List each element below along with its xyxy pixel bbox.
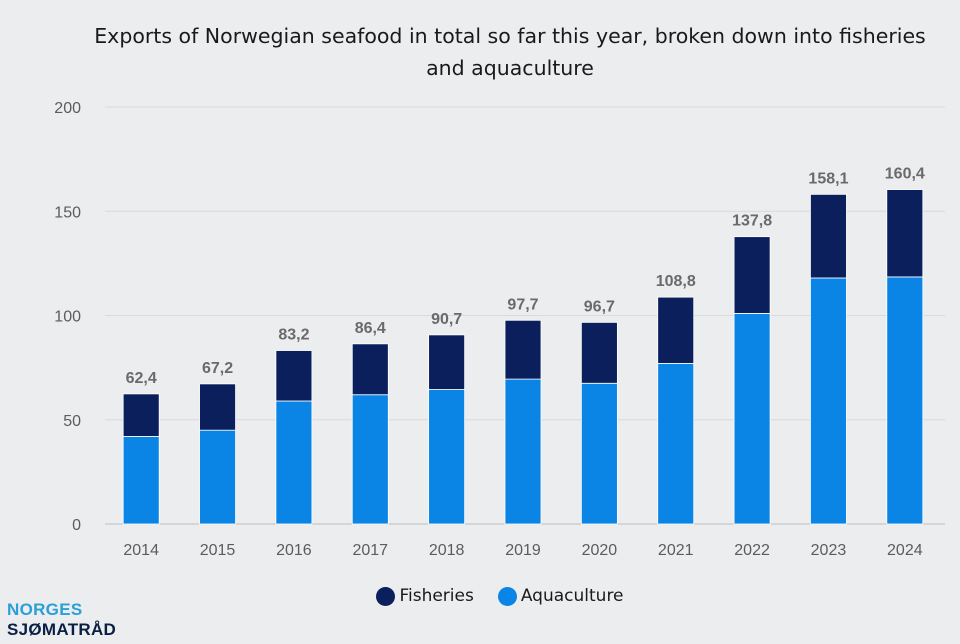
chart-title: Exports of Norwegian seafood in total so… xyxy=(94,24,926,80)
x-tick-label: 2023 xyxy=(811,542,847,559)
bar-aquaculture-2020[interactable] xyxy=(580,382,618,525)
bar-aquaculture-2019[interactable] xyxy=(504,378,542,525)
norges-sjomatrad-logo: NORGES SJØMATRÅD xyxy=(7,600,116,640)
total-label-2023: 158,1 xyxy=(808,170,848,187)
legend-swatch-aquaculture xyxy=(497,586,517,606)
bar-aquaculture-2023[interactable] xyxy=(810,277,847,525)
legend-label-fisheries: Fisheries xyxy=(399,586,474,606)
bar-aquaculture-2015[interactable] xyxy=(199,429,236,525)
total-label-2021: 108,8 xyxy=(656,273,696,290)
y-tick-label: 50 xyxy=(63,413,81,430)
bar-aquaculture-2014[interactable] xyxy=(122,436,160,525)
legend-item-fisheries[interactable]: Fisheries xyxy=(376,586,474,606)
total-label-2017: 86,4 xyxy=(355,320,386,337)
x-tick-label: 2019 xyxy=(505,542,541,559)
total-label-2020: 96,7 xyxy=(584,298,615,315)
total-label-2016: 83,2 xyxy=(278,327,309,344)
legend-item-aquaculture[interactable]: Aquaculture xyxy=(497,586,624,606)
bar-fisheries-2019[interactable] xyxy=(504,319,542,380)
total-label-2015: 67,2 xyxy=(202,360,233,377)
x-tick-label: 2014 xyxy=(123,542,159,559)
bar-fisheries-2020[interactable] xyxy=(580,321,618,384)
x-tick-label: 2020 xyxy=(582,542,618,559)
total-label-2024: 160,4 xyxy=(885,166,925,183)
x-tick-label: 2022 xyxy=(734,542,770,559)
bar-fisheries-2016[interactable] xyxy=(275,350,313,402)
bar-aquaculture-2024[interactable] xyxy=(886,276,924,525)
y-tick-label: 150 xyxy=(54,204,81,221)
bar-aquaculture-2022[interactable] xyxy=(733,313,771,525)
y-tick-label: 100 xyxy=(54,309,81,326)
bar-fisheries-2015[interactable] xyxy=(199,383,236,431)
bar-aquaculture-2018[interactable] xyxy=(428,389,466,525)
bar-fisheries-2018[interactable] xyxy=(428,334,466,390)
y-tick-label: 0 xyxy=(72,517,81,534)
x-tick-label: 2024 xyxy=(887,542,923,559)
total-label-2019: 97,7 xyxy=(507,296,538,313)
grid-layer: 0 50 100 150 200 xyxy=(54,100,945,534)
bar-fisheries-2022[interactable] xyxy=(733,236,771,314)
bar-fisheries-2023[interactable] xyxy=(810,193,847,279)
x-tick-label: 2021 xyxy=(658,542,694,559)
bar-layer xyxy=(122,189,924,525)
bar-fisheries-2024[interactable] xyxy=(886,189,924,278)
bar-fisheries-2021[interactable] xyxy=(657,296,695,364)
x-tick-label: 2018 xyxy=(429,542,465,559)
total-label-2018: 90,7 xyxy=(431,311,462,328)
total-label-2022: 137,8 xyxy=(732,213,772,230)
x-tick-label: 2017 xyxy=(352,542,388,559)
x-tick-label: 2015 xyxy=(200,542,236,559)
legend: Fisheries Aquaculture xyxy=(0,586,960,606)
legend-label-aquaculture: Aquaculture xyxy=(520,586,624,606)
bar-aquaculture-2021[interactable] xyxy=(657,363,695,525)
bar-aquaculture-2016[interactable] xyxy=(275,400,313,525)
legend-swatch-fisheries xyxy=(376,586,396,606)
logo-line-2: SJØMATRÅD xyxy=(7,620,117,639)
x-tick-label: 2016 xyxy=(276,542,312,559)
bar-aquaculture-2017[interactable] xyxy=(351,394,389,525)
bar-fisheries-2014[interactable] xyxy=(122,393,160,437)
label-layer: 62,4 2014 67,2 2015 83,2 2016 86,4 2017 90,7 2018… xyxy=(123,166,925,559)
y-tick-label: 200 xyxy=(54,100,81,117)
logo-line-1: NORGES xyxy=(7,600,83,619)
bar-fisheries-2017[interactable] xyxy=(351,343,389,396)
total-label-2014: 62,4 xyxy=(126,370,157,387)
